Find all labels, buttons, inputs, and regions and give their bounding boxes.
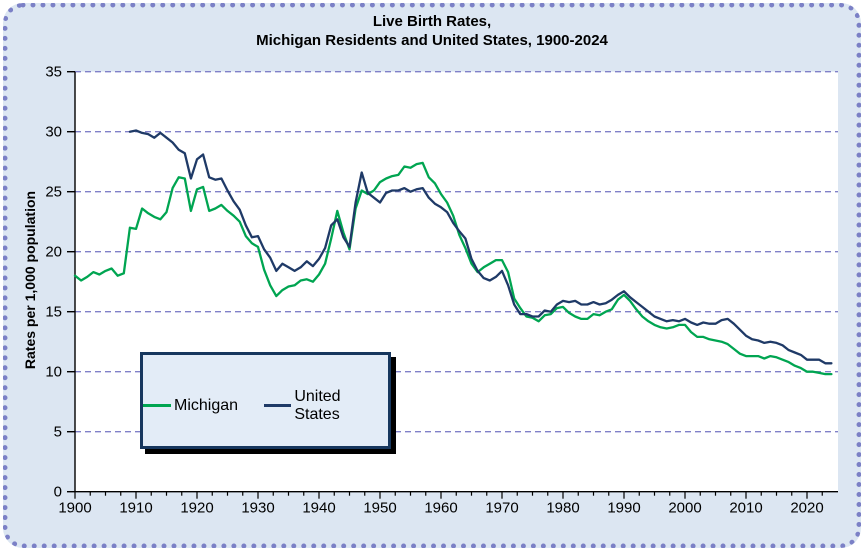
x-tick-label-1990: 1990 [607,500,640,517]
legend-item-michigan: Michigan [143,397,238,415]
x-tick-label-1910: 1910 [119,500,152,517]
x-tick-label-1960: 1960 [424,500,457,517]
x-tick-label-1940: 1940 [302,500,335,517]
y-tick-label-20: 20 [45,244,62,261]
x-tick-label-2020: 2020 [790,500,823,517]
y-tick-label-5: 5 [54,424,62,441]
x-tick-label-2000: 2000 [668,500,701,517]
x-tick-label-1970: 1970 [485,500,518,517]
series-line-united-states [128,129,833,365]
chart-title-line2: Michigan Residents and United States, 19… [256,32,608,49]
x-tick-label-1950: 1950 [363,500,396,517]
y-tick-label-10: 10 [45,364,62,381]
legend-item-united-states: United States [264,388,388,424]
y-tick-label-30: 30 [45,124,62,141]
y-tick-label-15: 15 [45,304,62,321]
y-axis-label: Rates per 1,000 population [22,190,38,370]
legend-box: Michigan United States [140,352,391,449]
michigan-line-swatch [143,404,171,407]
united-states-line-swatch [264,404,292,407]
x-tick-label-1930: 1930 [241,500,274,517]
y-tick-label-0: 0 [54,484,62,501]
x-tick-label-2010: 2010 [729,500,762,517]
legend-label-united-states: United States [294,387,341,423]
x-tick-label-1980: 1980 [546,500,579,517]
legend-label-michigan: Michigan [174,396,239,414]
x-tick-label-1900: 1900 [58,500,91,517]
y-tick-label-35: 35 [45,64,62,81]
chart-title-line1: Live Birth Rates, [372,13,492,30]
chart-title: Live Birth Rates, Michigan Residents and… [0,12,864,50]
y-tick-label-25: 25 [45,184,62,201]
series-line-michigan [73,161,833,376]
x-tick-label-1920: 1920 [180,500,213,517]
